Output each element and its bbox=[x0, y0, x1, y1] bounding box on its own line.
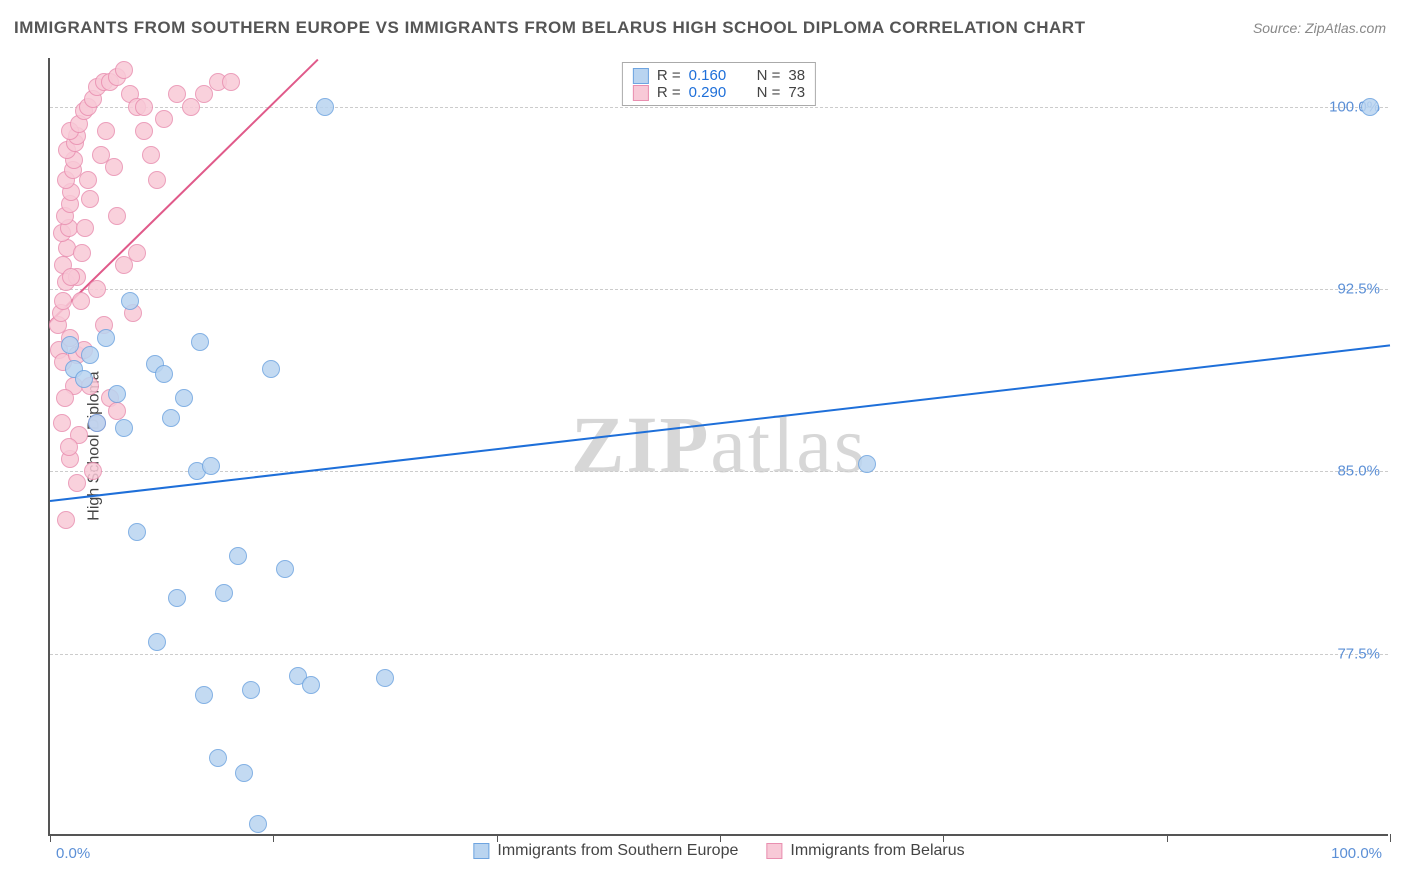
legend-series: Immigrants from Southern Europe Immigran… bbox=[473, 842, 964, 860]
data-point bbox=[76, 219, 94, 237]
data-point bbox=[302, 676, 320, 694]
watermark: ZIPatlas bbox=[571, 401, 867, 492]
data-point bbox=[215, 584, 233, 602]
data-point bbox=[115, 61, 133, 79]
legend-item: Immigrants from Belarus bbox=[766, 842, 964, 860]
data-point bbox=[235, 764, 253, 782]
data-point bbox=[61, 336, 79, 354]
n-value: 38 bbox=[788, 67, 805, 84]
data-point bbox=[229, 547, 247, 565]
y-tick-label: 85.0% bbox=[1337, 463, 1380, 480]
y-tick-label: 92.5% bbox=[1337, 280, 1380, 297]
gridline bbox=[50, 471, 1388, 472]
data-point bbox=[53, 414, 71, 432]
data-point bbox=[92, 146, 110, 164]
n-label: N = bbox=[757, 84, 781, 101]
data-point bbox=[142, 146, 160, 164]
data-point bbox=[75, 370, 93, 388]
data-point bbox=[108, 402, 126, 420]
legend-label: Immigrants from Southern Europe bbox=[497, 842, 738, 860]
data-point bbox=[105, 158, 123, 176]
data-point bbox=[81, 346, 99, 364]
data-point bbox=[858, 455, 876, 473]
x-tick bbox=[273, 834, 274, 842]
r-label: R = bbox=[657, 84, 681, 101]
data-point bbox=[316, 98, 334, 116]
data-point bbox=[88, 280, 106, 298]
data-point bbox=[276, 560, 294, 578]
x-axis-max-label: 100.0% bbox=[1331, 845, 1382, 862]
data-point bbox=[56, 389, 74, 407]
r-label: R = bbox=[657, 67, 681, 84]
data-point bbox=[115, 419, 133, 437]
legend-item: Immigrants from Southern Europe bbox=[473, 842, 738, 860]
legend-label: Immigrants from Belarus bbox=[790, 842, 964, 860]
data-point bbox=[222, 73, 240, 91]
data-point bbox=[84, 462, 102, 480]
data-point bbox=[262, 360, 280, 378]
data-point bbox=[62, 268, 80, 286]
data-point bbox=[88, 414, 106, 432]
r-value: 0.290 bbox=[689, 84, 739, 101]
data-point bbox=[195, 686, 213, 704]
legend-stats-row: R = 0.290 N = 73 bbox=[633, 84, 805, 101]
data-point bbox=[155, 110, 173, 128]
data-point bbox=[57, 511, 75, 529]
x-tick bbox=[497, 834, 498, 842]
data-point bbox=[108, 207, 126, 225]
y-tick-label: 77.5% bbox=[1337, 645, 1380, 662]
trend-line bbox=[50, 345, 1390, 503]
x-tick bbox=[943, 834, 944, 842]
data-point bbox=[115, 256, 133, 274]
data-point bbox=[242, 681, 260, 699]
gridline bbox=[50, 289, 1388, 290]
gridline bbox=[50, 107, 1388, 108]
data-point bbox=[376, 669, 394, 687]
data-point bbox=[191, 333, 209, 351]
data-point bbox=[1361, 98, 1379, 116]
legend-stats: R = 0.160 N = 38 R = 0.290 N = 73 bbox=[622, 62, 816, 106]
r-value: 0.160 bbox=[689, 67, 739, 84]
data-point bbox=[73, 244, 91, 262]
data-point bbox=[108, 385, 126, 403]
chart-title: IMMIGRANTS FROM SOUTHERN EUROPE VS IMMIG… bbox=[14, 18, 1085, 38]
x-axis-min-label: 0.0% bbox=[56, 845, 90, 862]
data-point bbox=[121, 292, 139, 310]
data-point bbox=[155, 365, 173, 383]
data-point bbox=[135, 98, 153, 116]
data-point bbox=[97, 122, 115, 140]
data-point bbox=[148, 171, 166, 189]
n-value: 73 bbox=[788, 84, 805, 101]
data-point bbox=[128, 523, 146, 541]
data-point bbox=[97, 329, 115, 347]
data-point bbox=[68, 474, 86, 492]
data-point bbox=[175, 389, 193, 407]
legend-swatch-blue bbox=[633, 68, 649, 84]
n-label: N = bbox=[757, 67, 781, 84]
legend-swatch-pink bbox=[766, 843, 782, 859]
data-point bbox=[79, 171, 97, 189]
data-point bbox=[135, 122, 153, 140]
legend-stats-row: R = 0.160 N = 38 bbox=[633, 67, 805, 84]
data-point bbox=[209, 749, 227, 767]
data-point bbox=[168, 589, 186, 607]
data-point bbox=[54, 292, 72, 310]
data-point bbox=[81, 190, 99, 208]
data-point bbox=[148, 633, 166, 651]
gridline bbox=[50, 654, 1388, 655]
source-attribution: Source: ZipAtlas.com bbox=[1253, 20, 1386, 36]
x-tick bbox=[50, 834, 51, 842]
legend-swatch-pink bbox=[633, 85, 649, 101]
data-point bbox=[249, 815, 267, 833]
data-point bbox=[72, 292, 90, 310]
x-tick bbox=[1390, 834, 1391, 842]
data-point bbox=[60, 438, 78, 456]
x-tick bbox=[1167, 834, 1168, 842]
data-point bbox=[202, 457, 220, 475]
legend-swatch-blue bbox=[473, 843, 489, 859]
x-tick bbox=[720, 834, 721, 842]
plot-area: High School Diploma ZIPatlas R = 0.160 N… bbox=[48, 58, 1388, 836]
data-point bbox=[162, 409, 180, 427]
